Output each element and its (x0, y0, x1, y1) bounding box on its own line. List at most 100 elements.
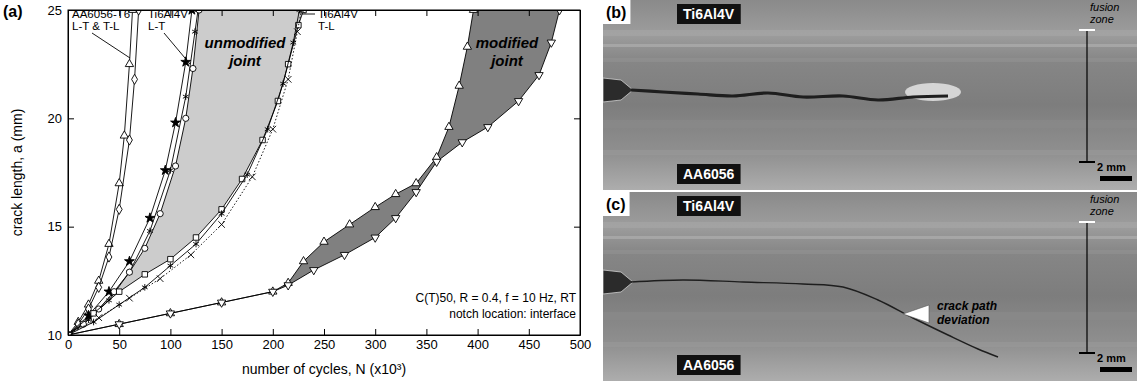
marker (172, 163, 178, 169)
marker (535, 73, 543, 80)
marker (432, 159, 440, 166)
marker (320, 237, 328, 244)
tick-label: 450 (518, 337, 540, 352)
annotation: joint (489, 52, 524, 69)
photo-streak (603, 30, 1137, 36)
series-line (68, 10, 474, 335)
photo-streak (603, 312, 1137, 320)
panel-label: (b) (606, 4, 626, 21)
label-background (603, 192, 630, 216)
marker (294, 28, 301, 35)
series-line (68, 10, 304, 335)
marker (115, 322, 123, 329)
marker (168, 256, 173, 261)
image-panel: (b)Ti6Al4VAA6056fusionzone2 mm (603, 0, 1137, 190)
leader-line (92, 33, 130, 58)
tick-mark (222, 10, 223, 16)
tick-mark (68, 118, 74, 119)
marker (299, 257, 307, 264)
photo-background (603, 192, 1137, 381)
tick: 50 (112, 329, 126, 352)
label-background (603, 0, 630, 24)
scale-bar-label: 2 mm (1097, 352, 1126, 364)
axis-line (580, 11, 581, 336)
marker (132, 74, 138, 84)
tick-mark (68, 227, 74, 228)
scale-bar (1100, 176, 1132, 181)
tick: 10 (48, 328, 74, 343)
annotation: Ti6Al4V (318, 8, 358, 20)
material-box (677, 196, 741, 216)
marker (157, 211, 163, 217)
marker (345, 220, 353, 227)
marker (244, 171, 250, 178)
material-box (677, 355, 741, 375)
photo-streak (603, 222, 1137, 228)
tick-mark (273, 329, 274, 335)
marker (265, 126, 271, 133)
annotation-arrow (903, 305, 929, 323)
leader-line (302, 14, 315, 15)
zone-label: zone (1089, 13, 1114, 25)
photo (603, 0, 1137, 190)
zone-bracket (1086, 30, 1087, 162)
panel-label: (a) (3, 3, 23, 20)
marker (166, 311, 174, 318)
tick-mark (170, 329, 171, 335)
tick: 15 (48, 219, 74, 234)
series-line (68, 10, 299, 335)
marker (116, 204, 122, 214)
image-panel: (c)Ti6Al4VAA6056fusionzone2 mmcrack path… (603, 192, 1137, 381)
tick-label: 10 (48, 328, 62, 343)
marker (412, 190, 420, 197)
zone-bracket (1086, 222, 1087, 353)
marker (280, 80, 286, 87)
axis-line (68, 11, 69, 336)
tick-label: 100 (160, 337, 182, 352)
tick-label: 500 (570, 337, 592, 352)
photo-streak (603, 58, 1137, 62)
marker (445, 122, 453, 129)
material-label: AA6056 (683, 357, 735, 373)
tick-mark (222, 329, 223, 335)
marker (127, 269, 133, 276)
tick-mark (529, 10, 530, 16)
zone-label: fusion (1090, 193, 1119, 205)
axis: 050100150200250300350400450500 (65, 329, 591, 352)
tick (574, 335, 580, 336)
marker (514, 99, 522, 106)
material-label: AA6056 (683, 166, 735, 182)
marker (285, 76, 292, 83)
tick-mark (574, 10, 580, 11)
marker (412, 179, 420, 186)
photo-streak (603, 150, 1137, 155)
annotation: deviation (937, 313, 990, 327)
marker (115, 179, 123, 186)
tick (375, 10, 376, 16)
marker (106, 252, 112, 262)
annotation: C(T)50, R = 0.4, f = 10 Hz, RT (416, 291, 577, 305)
annotation: notch location: interface (449, 307, 576, 321)
photo-streak (603, 44, 1137, 47)
marker (181, 57, 191, 66)
tick (478, 10, 479, 16)
tick-mark (574, 227, 580, 228)
tick-mark (375, 10, 376, 16)
leader-line (164, 33, 190, 64)
marker (116, 289, 121, 294)
zone-bracket-bottom (1079, 352, 1095, 354)
annotation: crack path (937, 299, 997, 313)
tick-mark (324, 329, 325, 335)
marker (269, 289, 277, 296)
photo-background (603, 0, 1137, 190)
marker (91, 311, 96, 316)
crack (631, 280, 998, 357)
tick: 150 (211, 329, 233, 352)
marker (484, 125, 492, 132)
tick-label: 50 (112, 337, 126, 352)
tick-mark (119, 329, 120, 335)
marker (126, 135, 132, 145)
marker (125, 256, 135, 265)
series-line (68, 10, 301, 335)
tick: 450 (518, 329, 540, 352)
